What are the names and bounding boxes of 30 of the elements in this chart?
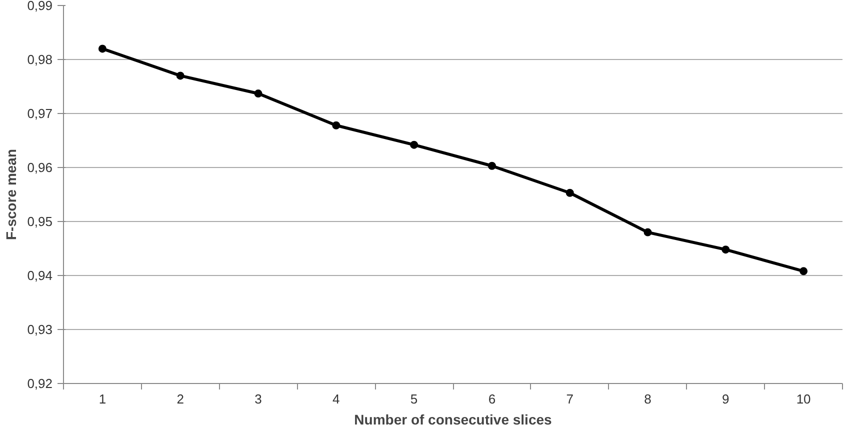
point <box>332 121 340 130</box>
x-tick-label: 8 <box>644 392 652 406</box>
x-tick-label: 10 <box>796 392 811 406</box>
x-tick-label: 4 <box>332 392 340 406</box>
x-tick-label: 5 <box>410 392 418 406</box>
point <box>254 90 262 98</box>
point <box>488 162 496 170</box>
y-tick-label: 0,93 <box>27 322 53 337</box>
x-tick-label: 1 <box>98 392 106 406</box>
x-axis-title: Number of consecutive slices <box>354 412 552 428</box>
x-tick-label: 2 <box>176 392 184 406</box>
point <box>800 267 808 276</box>
y-tick-label: 0,94 <box>27 268 53 283</box>
x-tick-label: 6 <box>488 392 496 406</box>
y-tick-label: 0,92 <box>27 376 53 391</box>
point <box>722 246 730 254</box>
y-tick-label: 0,96 <box>27 160 53 175</box>
point <box>644 228 652 236</box>
y-tick-label: 0,97 <box>27 106 53 121</box>
point <box>98 44 106 53</box>
x-tick-label: 7 <box>566 392 574 406</box>
x-tick-label: 3 <box>254 392 262 406</box>
y-axis-title: F-score mean <box>3 148 20 240</box>
point <box>566 188 574 197</box>
y-tick-label: 0,99 <box>27 0 53 13</box>
x-tick-label: 9 <box>722 392 730 406</box>
y-tick-label: 0,95 <box>27 214 53 229</box>
y-tick-label: 0,98 <box>27 52 53 67</box>
point <box>410 140 418 149</box>
point <box>176 72 184 80</box>
